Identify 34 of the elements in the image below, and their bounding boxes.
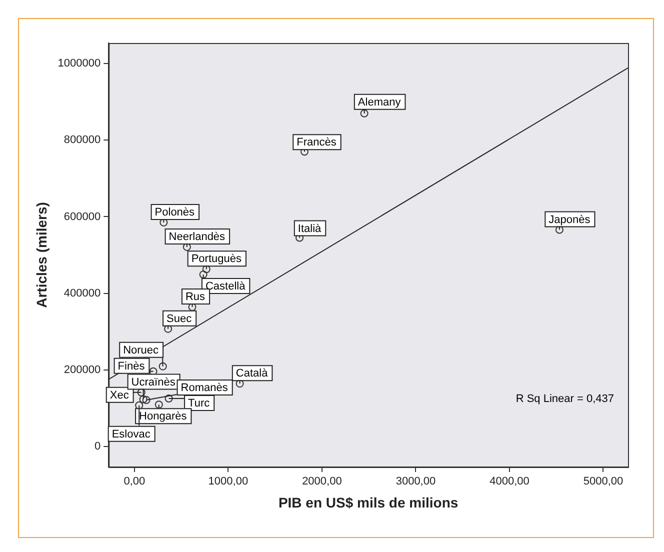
annotation: Portuguès [191,253,242,266]
annotation: Japonès [548,214,591,226]
y-tick-label: 200000 [64,364,101,376]
annotation: Turc [188,398,210,410]
annotation: Català [236,368,269,380]
annotation: Romanès [180,382,228,394]
annotation: Polonès [154,206,196,219]
y-tick-label: 600000 [64,210,101,223]
x-axis-title: PIB en US$ mils de milions [278,494,458,510]
annotation: Castellà [205,280,246,293]
x-tick-label: 0,00 [124,476,146,488]
x-tick-label: 5000,00 [583,476,624,488]
annotation: Ucraïnès [131,376,176,388]
annotation: Alemany [358,96,402,108]
x-tick-label: 1000,00 [208,476,248,488]
x-tick-label: 4000,00 [490,476,530,488]
annotation: R Sq Linear = 0,437 [516,393,614,406]
annotation: Suec [166,312,192,325]
annotation: Hongarès [139,410,188,423]
annotation: Xec [110,389,130,402]
annotation: Rus [185,291,206,304]
y-tick-label: 400000 [64,287,101,300]
y-axis-title: Articles (milers) [33,202,50,308]
annotation: Eslovac [112,428,151,440]
y-tick-label: 0 [94,440,101,452]
y-tick-label: 800000 [64,134,101,146]
annotation: Finès [118,360,146,372]
x-tick-label: 2000,00 [302,476,342,488]
annotation: Noruec [123,344,160,356]
annotation: Neerlandès [168,230,226,243]
x-tick-label: 3000,00 [396,476,436,488]
annotation: Francès [296,136,337,149]
y-tick-label: 1000000 [58,58,101,70]
annotation: Italià [298,222,322,235]
